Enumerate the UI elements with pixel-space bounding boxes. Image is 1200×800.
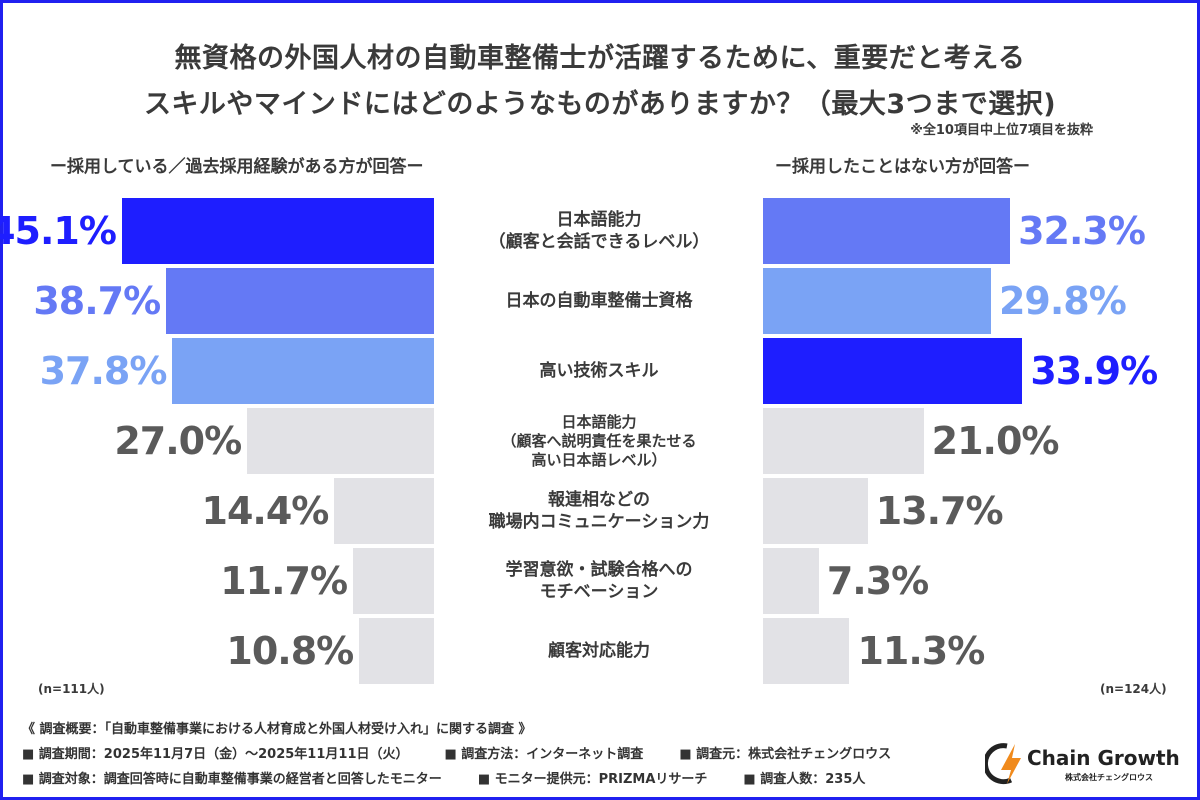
right-bar [763,548,819,614]
category-label: 日本の自動車整備士資格 [440,268,758,334]
footer-line-3: ■ 調査対象：調査回答時に自動車整備事業の経営者と回答したモニター ■ モニター提… [22,768,901,787]
left-series-title: ー採用している／過去採用経験がある方が回答ー [50,157,424,177]
left-value-label: 14.4% [201,489,330,533]
category-label-line: 高い技術スキル [539,361,659,381]
category-label-line: モチベーション [539,582,659,602]
category-label-line: 顧客対応能力 [548,641,650,661]
category-label-line: 学習意欲・試験合格への [505,560,693,580]
monitor-provider: ■ モニター提供元：PRIZMAリサーチ [477,772,708,787]
category-label: 学習意欲・試験合格への モチベーション [440,548,758,614]
left-bar [334,478,434,544]
survey-method: ■ 調査方法：インターネット調査 [444,747,644,762]
left-bar [359,618,434,684]
right-value-label: 21.0% [931,419,1060,463]
right-series-title: ー採用したことはない方が回答ー [775,157,1030,177]
right-value-label: 29.8% [998,279,1127,323]
left-bar [166,268,434,334]
logo-subtext: 株式会社チェングロウス [1065,773,1153,782]
note: ※全10項目中上位7項目を抜粋 [910,123,1093,138]
right-value-label: 33.9% [1030,349,1158,393]
category-label: 日本語能力 （顧客と会話できるレベル） [440,198,758,264]
footer-summary: 《 調査概要：「自動車整備事業における人材育成と外国人材受け入れ」に関する調査 … [22,722,532,737]
footer-line-2: ■ 調査期間：2025年11月7日（金）〜2025年11月11日（火） ■ 調査方… [22,743,927,762]
right-value-label: 7.3% [826,559,929,603]
left-value-label: 37.8% [39,349,168,393]
survey-target: ■ 調査対象：調査回答時に自動車整備事業の経営者と回答したモニター [22,772,442,787]
category-label-line: （顧客と会話できるレベル） [488,232,710,252]
category-label-line: 職場内コミュニケーション力 [488,512,710,532]
category-label: 高い技術スキル [440,338,758,404]
chain-growth-logo: Chain Growth 株式会社チェングロウス [983,740,1185,790]
right-value-label: 11.3% [857,629,985,673]
left-sample-size: (n=111人) [38,682,105,696]
right-bar [763,338,1023,404]
left-value-label: 10.8% [226,629,354,673]
category-label-line: 高い日本語レベル） [531,450,667,469]
right-value-label: 32.3% [1018,209,1146,253]
chart-title-line-1: 無資格の外国人材の自動車整備士が活躍するために、重要だと考える [174,43,1026,74]
right-bar [763,618,850,684]
right-value-label: 13.7% [875,489,1004,533]
right-sample-size: (n=124人) [1100,682,1167,696]
category-label: 日本語能力 （顧客へ説明責任を果たせる 高い日本語レベル） [440,408,758,474]
left-bar [353,548,434,614]
right-bar [763,198,1011,264]
logo-mark-icon [983,743,1021,785]
survey-count: ■ 調査人数：235人 [743,772,866,787]
category-label-line: 報連相などの [548,490,650,510]
category-label-line: 日本語能力 [556,210,642,230]
left-value-label: 11.7% [220,559,348,603]
category-label-line: 日本語能力 [561,412,637,431]
left-value-label: 27.0% [114,419,242,463]
category-label-line: 日本の自動車整備士資格 [505,291,693,311]
category-label-line: （顧客へ説明責任を果たせる [501,431,697,450]
left-value-label: 38.7% [33,279,161,323]
left-bar [247,408,434,474]
survey-source: ■ 調査元：株式会社チェングロウス [679,747,892,762]
category-label: 顧客対応能力 [440,618,758,684]
right-bar [763,408,924,474]
logo-text: Chain Growth [1027,746,1180,770]
left-value-label: 45.1% [0,209,117,253]
left-bar [121,198,434,264]
category-label: 報連相などの 職場内コミュニケーション力 [440,478,758,544]
chart-title-line-2: スキルやマインドにはどのようなものがありますか？（最大3つまで選択) [143,89,1057,120]
survey-period: ■ 調査期間：2025年11月7日（金）〜2025年11月11日（火） [22,747,409,762]
left-bar [172,338,434,404]
right-bar [763,268,991,334]
right-bar [763,478,868,544]
